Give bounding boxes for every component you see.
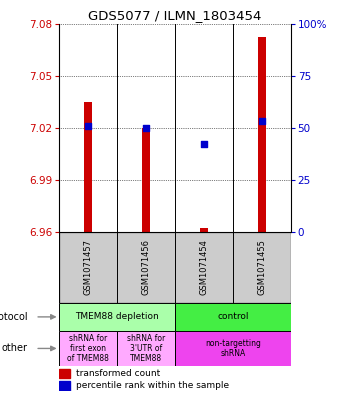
Bar [175,331,291,366]
Point [201,141,207,147]
Bar [200,228,208,232]
Text: TMEM88 depletion: TMEM88 depletion [75,312,159,321]
Text: percentile rank within the sample: percentile rank within the sample [76,381,229,390]
Bar [142,128,150,232]
Bar [117,331,175,366]
Text: protocol: protocol [0,312,28,322]
Text: transformed count: transformed count [76,369,160,378]
Bar [175,303,291,331]
Text: non-targetting
shRNA: non-targetting shRNA [205,339,261,358]
Point [143,125,149,131]
Text: other: other [2,343,28,353]
Text: GSM1071455: GSM1071455 [257,239,266,296]
Text: shRNA for
3'UTR of
TMEM88: shRNA for 3'UTR of TMEM88 [127,334,165,364]
Bar [59,369,70,378]
Text: GSM1071454: GSM1071454 [200,239,208,296]
Bar [59,331,117,366]
Bar [84,102,92,232]
Bar [59,303,175,331]
Text: GSM1071457: GSM1071457 [84,239,93,296]
Bar [59,381,70,391]
Title: GDS5077 / ILMN_1803454: GDS5077 / ILMN_1803454 [88,9,262,22]
Point [259,118,265,125]
Text: GSM1071456: GSM1071456 [142,239,151,296]
Bar [258,37,266,232]
Point [86,122,91,129]
Text: shRNA for
first exon
of TMEM88: shRNA for first exon of TMEM88 [67,334,109,364]
Text: control: control [217,312,249,321]
